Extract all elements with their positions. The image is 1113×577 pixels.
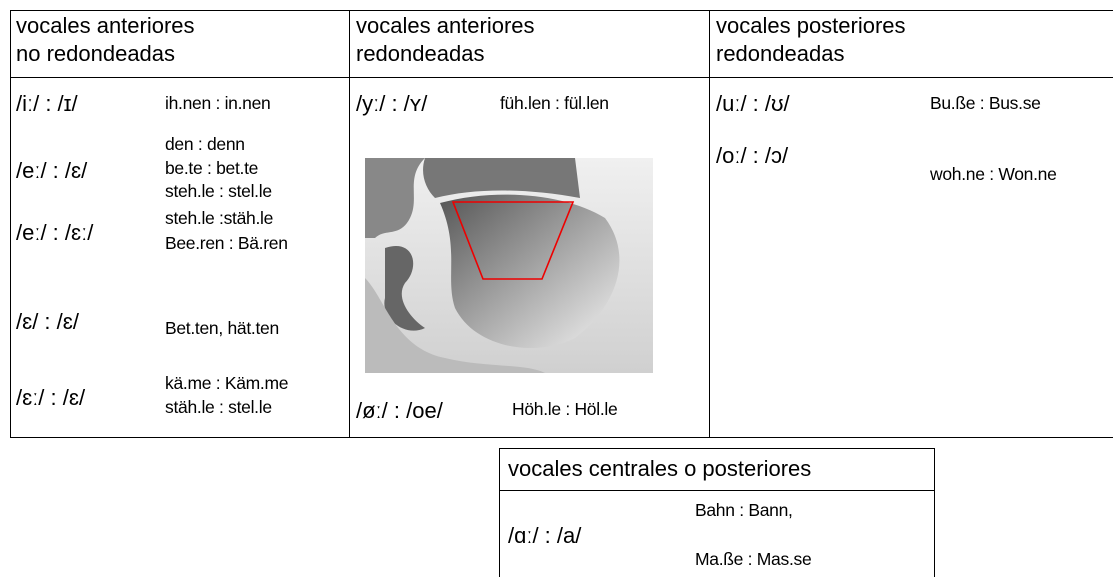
sounds: /oː/ : /ɔ/ [716,143,789,168]
border [934,448,935,577]
border [499,448,500,577]
sounds: /ɑː/ : /a/ [508,523,582,548]
example: Höh.le : Höl.le [512,399,618,419]
example: den : denn [165,134,245,154]
border [10,10,11,438]
example: woh.ne : Won.ne [930,164,1057,184]
sounds: /iː/ : /ɪ/ [16,91,78,116]
sounds: /ɛː/ : /ɛ/ [16,385,86,410]
example: Ma.ße : Mas.se [695,549,812,569]
border [10,77,1113,78]
header: vocales centrales o posteriores [508,456,812,481]
example: ih.nen : in.nen [165,93,271,113]
sounds: /eː/ : /ɛ/ [16,158,88,183]
border [709,10,710,438]
header: no redondeadas [16,41,176,66]
example: Bee.ren : Bä.ren [165,233,288,253]
example: Bahn : Bann, [695,500,793,520]
sounds: /ɛ/ : /ɛ/ [16,309,79,334]
example: kä.me : Käm.me [165,373,289,393]
example: Bu.ße : Bus.se [930,93,1041,113]
sounds: /yː/ : /ʏ/ [356,91,428,116]
border [10,10,1113,11]
header: vocales anteriores [356,13,535,38]
header: redondeadas [716,41,845,66]
border [499,490,935,491]
border [499,448,935,449]
example: stäh.le : stel.le [165,397,272,417]
header: vocales posteriores [716,13,906,38]
header: redondeadas [356,41,485,66]
header: vocales anteriores [16,13,195,38]
example: steh.le : stel.le [165,181,272,201]
border [349,10,350,438]
example: be.te : bet.te [165,158,259,178]
border [10,437,1113,438]
example: steh.le :stäh.le [165,208,274,228]
mouth-diagram [365,158,653,373]
example: füh.len : fül.len [500,93,609,113]
example: Bet.ten, hät.ten [165,318,279,338]
sounds: /eː/ : /ɛː/ [16,220,94,245]
sounds: /øː/ : /oe/ [356,398,443,423]
sounds: /uː/ : /ʊ/ [716,91,790,116]
